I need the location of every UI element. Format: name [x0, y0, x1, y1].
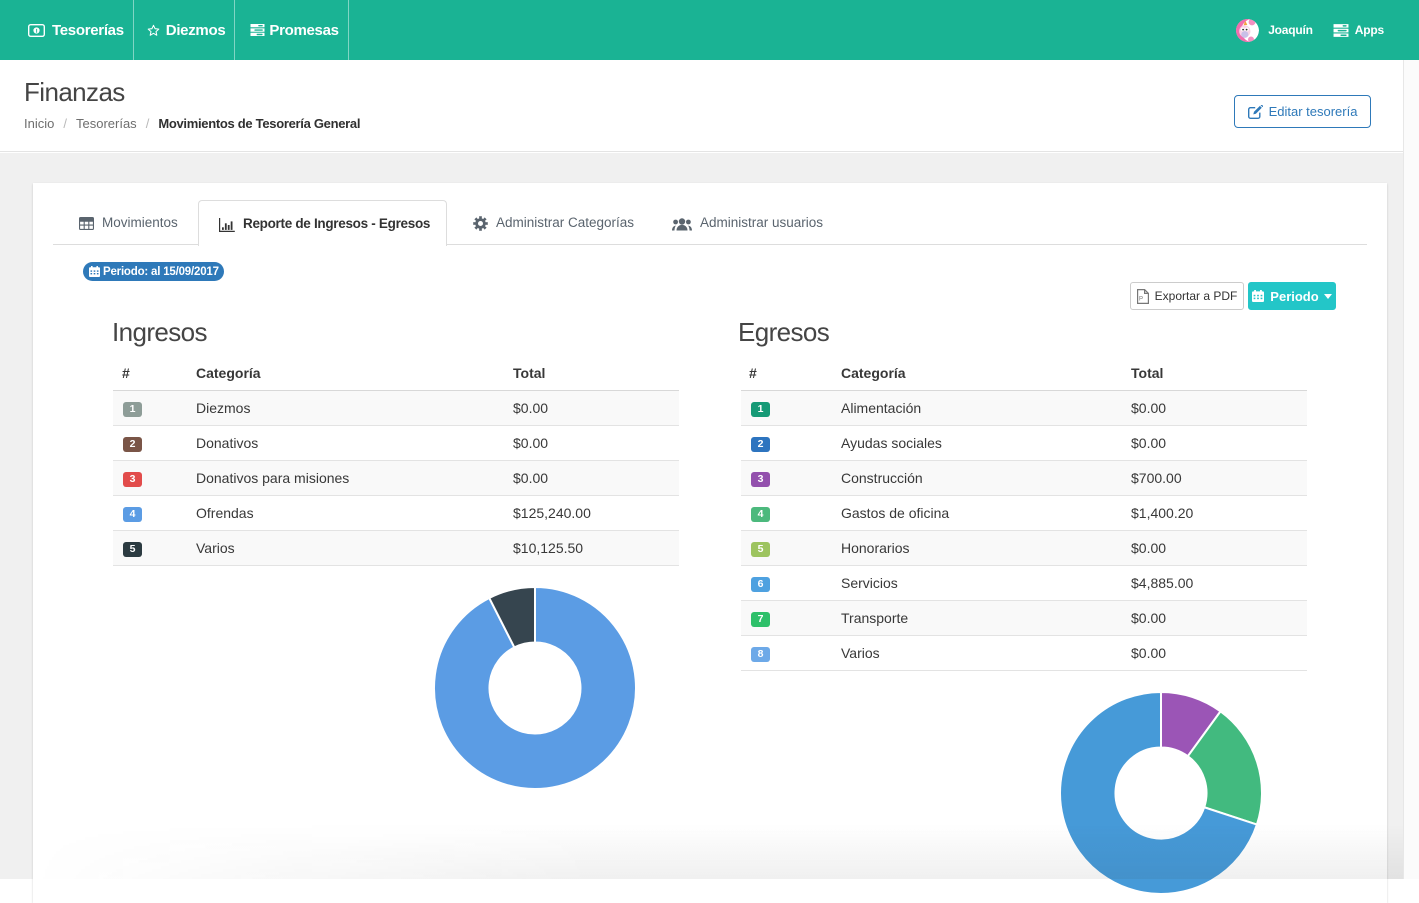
svg-text:P: P [1139, 296, 1143, 302]
